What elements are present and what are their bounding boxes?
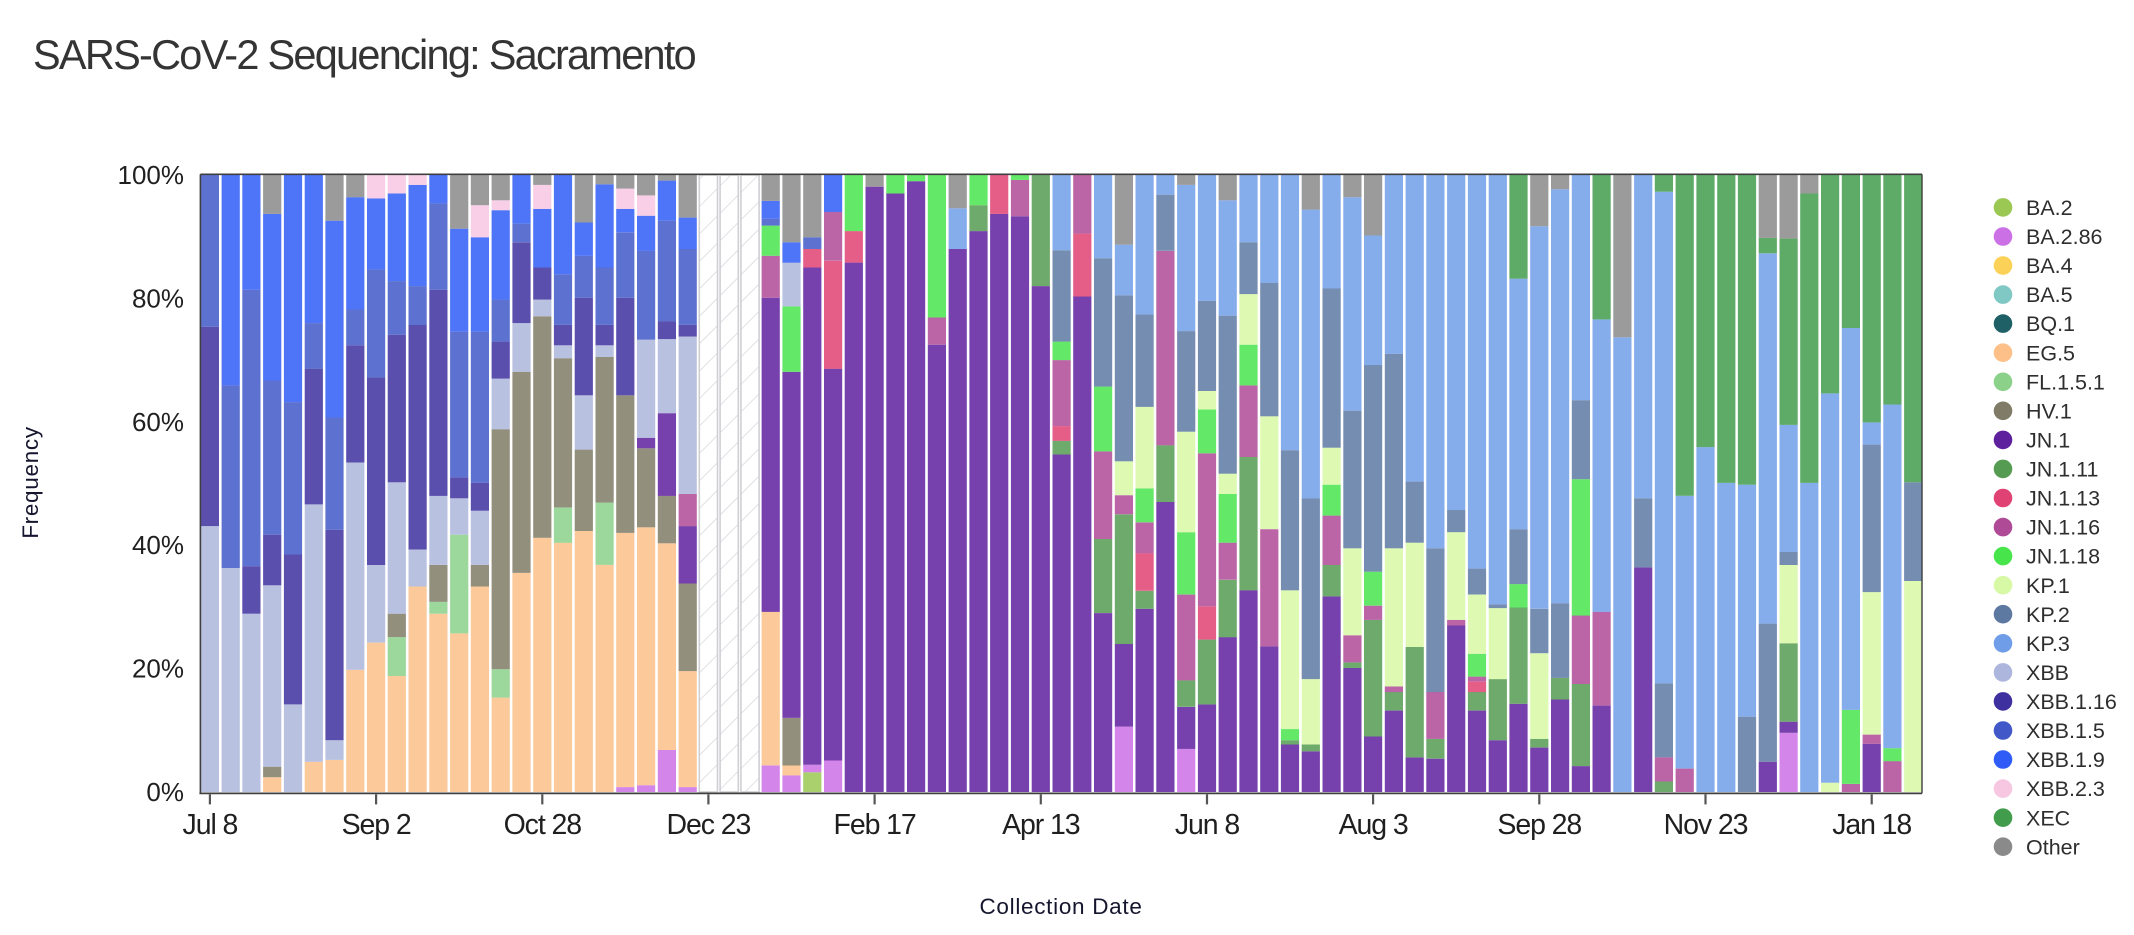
svg-text:Sep 28: Sep 28 [1497,809,1581,841]
svg-text:Collection Date: Collection Date [979,894,1142,919]
svg-text:BQ.1: BQ.1 [2026,312,2075,336]
svg-text:Apr 13: Apr 13 [1002,809,1080,841]
svg-text:JN.1.16: JN.1.16 [2026,516,2100,540]
svg-text:XBB.2.3: XBB.2.3 [2026,777,2105,801]
svg-text:Jan 18: Jan 18 [1832,809,1911,841]
svg-text:Sep 2: Sep 2 [342,809,411,841]
svg-text:80%: 80% [132,283,184,313]
svg-text:40%: 40% [132,530,184,560]
svg-text:HV.1: HV.1 [2026,399,2072,423]
svg-text:XBB.1.9: XBB.1.9 [2026,748,2105,772]
svg-text:BA.2: BA.2 [2026,196,2073,220]
svg-text:XBB.1.16: XBB.1.16 [2026,690,2117,714]
svg-text:Feb 17: Feb 17 [834,809,916,841]
svg-text:JN.1.13: JN.1.13 [2026,487,2100,511]
svg-text:BA.4: BA.4 [2026,254,2073,278]
svg-text:XBB.1.5: XBB.1.5 [2026,719,2105,743]
svg-text:KP.3: KP.3 [2026,632,2070,656]
svg-text:XEC: XEC [2026,806,2070,830]
svg-text:Aug 3: Aug 3 [1339,809,1408,841]
svg-text:Frequency: Frequency [18,426,43,539]
svg-text:Other: Other [2026,835,2080,859]
svg-text:0%: 0% [146,777,184,807]
svg-text:KP.2: KP.2 [2026,603,2070,627]
svg-text:100%: 100% [118,160,185,190]
svg-text:BA.2.86: BA.2.86 [2026,225,2103,249]
svg-text:BA.5: BA.5 [2026,283,2073,307]
svg-text:Jun 8: Jun 8 [1175,809,1239,841]
svg-text:JN.1.11: JN.1.11 [2026,458,2099,482]
svg-text:EG.5: EG.5 [2026,341,2075,365]
svg-text:JN.1.18: JN.1.18 [2026,545,2100,569]
svg-text:60%: 60% [132,407,184,437]
svg-text:Oct 28: Oct 28 [504,809,582,841]
svg-text:Dec 23: Dec 23 [667,809,751,841]
svg-text:Nov 23: Nov 23 [1664,809,1748,841]
svg-text:XBB: XBB [2026,661,2069,685]
svg-text:JN.1: JN.1 [2026,429,2070,453]
svg-text:20%: 20% [132,654,184,684]
svg-text:FL.1.5.1: FL.1.5.1 [2026,370,2105,394]
svg-text:KP.1: KP.1 [2026,574,2070,598]
svg-text:SARS-CoV-2 Sequencing: Sacrame: SARS-CoV-2 Sequencing: Sacramento [33,31,696,78]
svg-text:Jul 8: Jul 8 [183,809,238,841]
